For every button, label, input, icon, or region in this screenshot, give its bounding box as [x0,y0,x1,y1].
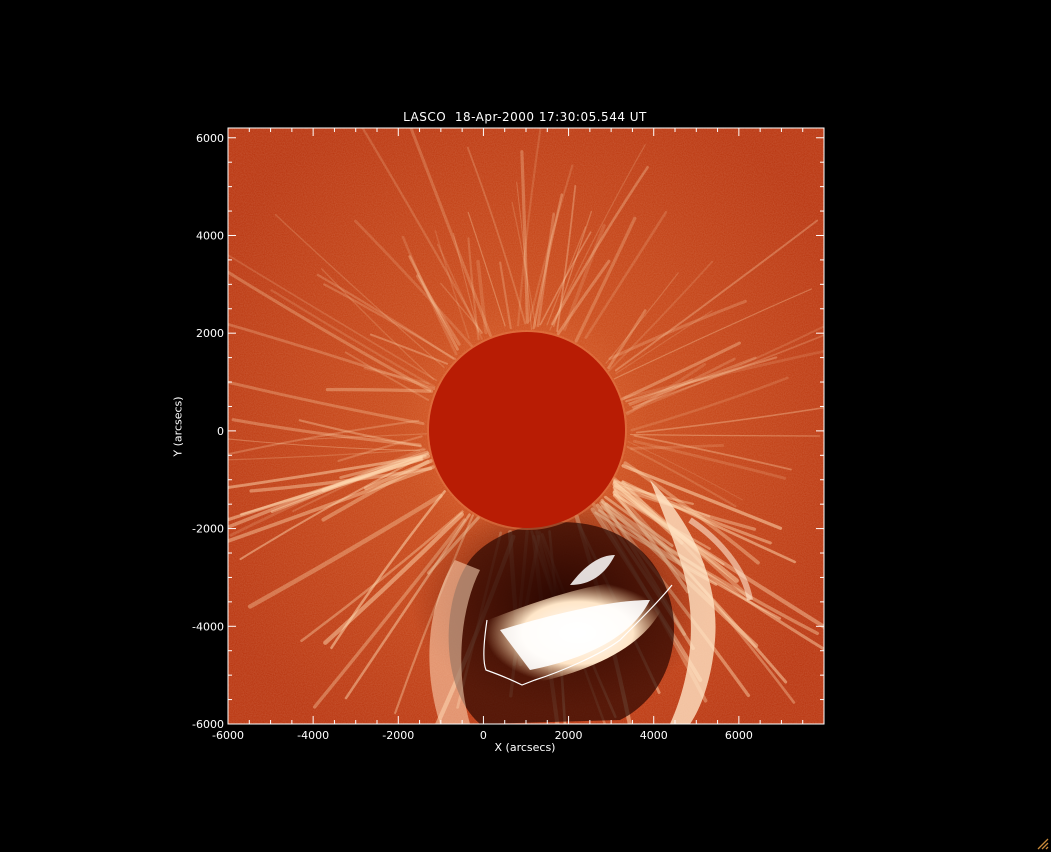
y-tick-label: -2000 [192,523,224,536]
y-axis-label: Y (arcsecs) [171,396,185,457]
plot-title: LASCO 18-Apr-2000 17:30:05.544 UT [403,110,647,124]
y-tick-label: 0 [217,425,224,438]
y-axis: -6000 -4000 -2000 0 2000 4000 6000 [192,132,824,731]
x-axis: -6000 -4000 -2000 0 2000 4000 6000 [212,128,825,742]
y-tick-label: 6000 [196,132,224,145]
y-tick-label: -6000 [192,718,224,731]
x-tick-label: 2000 [555,729,583,742]
x-tick-label: -6000 [212,729,244,742]
y-tick-label: -4000 [192,620,224,633]
x-tick-label: 6000 [725,729,753,742]
y-tick-label: 4000 [196,229,224,242]
occulting-disk [429,332,625,528]
x-tick-label: 4000 [640,729,668,742]
resize-grip-icon[interactable] [1035,836,1049,850]
x-axis-label: X (arcsecs) [494,741,556,754]
cme-structure [410,480,753,724]
x-tick-label: -4000 [297,729,329,742]
x-tick-label: -2000 [382,729,414,742]
coronagraph-image [228,128,824,724]
y-tick-label: 2000 [196,327,224,340]
x-tick-label: 0 [480,729,487,742]
